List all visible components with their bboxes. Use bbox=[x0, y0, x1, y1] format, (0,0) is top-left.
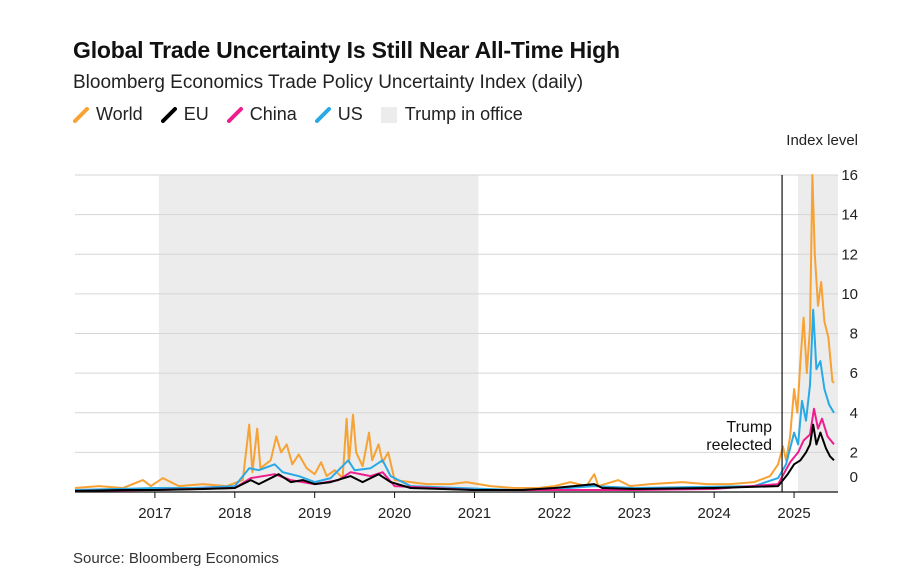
y-tick-label-10: 10 bbox=[841, 286, 858, 303]
x-tick-label-2024: 2024 bbox=[697, 505, 730, 522]
legend-label-world: World bbox=[96, 104, 143, 124]
x-tick-label-2021: 2021 bbox=[458, 505, 491, 522]
series-line-eu bbox=[74, 423, 835, 492]
legend-item-us: US bbox=[314, 104, 363, 125]
legend-item-eu: EU bbox=[160, 104, 209, 125]
series-lines bbox=[74, 174, 835, 492]
y-tick-label-6: 6 bbox=[850, 365, 858, 382]
legend-label-trump-in-office: Trump in office bbox=[404, 104, 523, 124]
y-tick-label-12: 12 bbox=[841, 246, 858, 263]
x-tick-label-2023: 2023 bbox=[618, 505, 651, 522]
legend-label-eu: EU bbox=[183, 104, 209, 124]
gridlines bbox=[75, 174, 838, 453]
y-tick-label-0: 0 bbox=[850, 469, 858, 486]
x-tick-label-2025: 2025 bbox=[777, 505, 810, 522]
y-tick-label-2: 2 bbox=[850, 444, 858, 461]
legend-swatch-china bbox=[226, 106, 243, 123]
legend-item-trump-in-office: Trump in office bbox=[380, 104, 523, 125]
legend-label-china: China bbox=[249, 104, 297, 124]
y-tick-label-16: 16 bbox=[841, 167, 858, 184]
legend-item-world: World bbox=[73, 104, 143, 125]
series-line-world bbox=[74, 174, 835, 489]
y-axis-title: Index level bbox=[786, 132, 858, 149]
legend-swatch-trump-in-office bbox=[380, 106, 397, 123]
y-tick-label-14: 14 bbox=[841, 207, 858, 224]
x-tick-label-2019: 2019 bbox=[298, 505, 331, 522]
x-tick-label-2022: 2022 bbox=[538, 505, 571, 522]
legend-swatch-world bbox=[73, 106, 89, 123]
legend-swatch-eu bbox=[160, 106, 177, 123]
legend-label-us: US bbox=[337, 104, 363, 124]
x-tick-label-2017: 2017 bbox=[138, 505, 171, 522]
annotation-text-line-1: reelected bbox=[706, 437, 772, 454]
y-tick-label-8: 8 bbox=[850, 326, 858, 343]
x-tick-label-2018: 2018 bbox=[218, 505, 251, 522]
chart-subtitle: Bloomberg Economics Trade Policy Uncerta… bbox=[73, 72, 584, 93]
x-tick-label-2020: 2020 bbox=[378, 505, 411, 522]
annotation-text-line-0: Trump bbox=[726, 419, 772, 436]
legend-swatch-us bbox=[314, 106, 331, 123]
chart-title: Global Trade Uncertainty Is Still Near A… bbox=[73, 37, 620, 63]
y-tick-label-4: 4 bbox=[850, 405, 858, 422]
chart-source: Source: Bloomberg Economics bbox=[73, 550, 279, 567]
legend-item-china: China bbox=[226, 104, 297, 125]
chart-legend: World EU China US Trump in office bbox=[73, 104, 541, 125]
